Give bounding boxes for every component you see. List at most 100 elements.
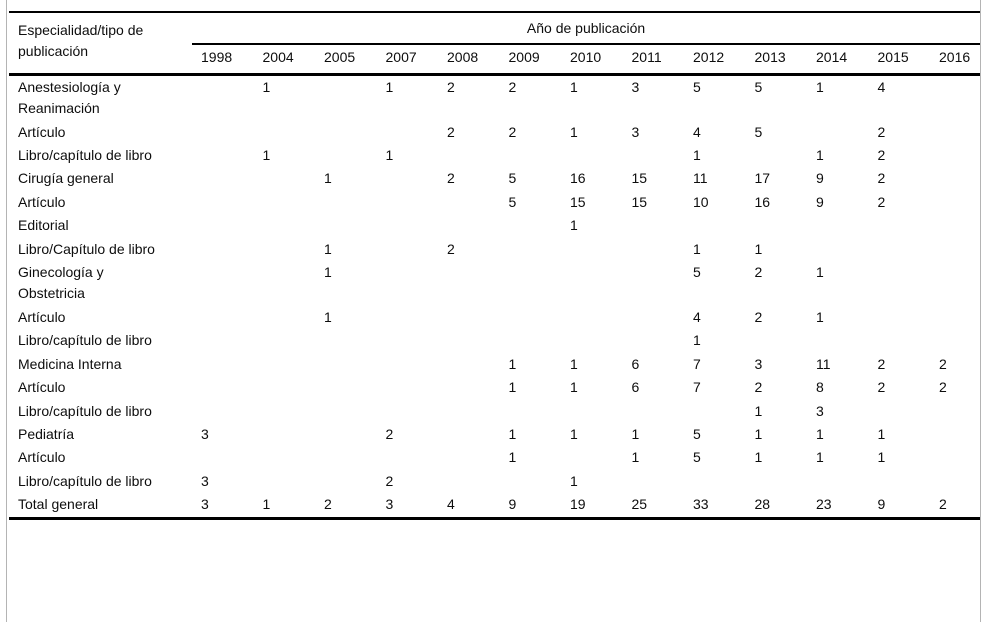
value-cell — [623, 261, 685, 306]
value-cell: 19 — [570, 496, 586, 513]
value-cell: 2 — [877, 379, 886, 396]
value-cell — [192, 238, 254, 261]
value-cell — [684, 214, 746, 237]
value-cell: 1 — [877, 425, 886, 442]
value-cell: 3 — [201, 472, 209, 489]
value-cell — [254, 446, 316, 469]
value-cell — [930, 191, 980, 214]
value-cell: 2 — [447, 240, 455, 257]
value-cell: 1 — [631, 425, 640, 442]
value-cell: 17 — [754, 170, 771, 187]
year-column-header: 2009 — [499, 44, 561, 76]
value-cell — [438, 306, 500, 329]
value-cell — [930, 238, 980, 261]
table-row: Cirugía general 1 2 5 16 15 11 17 9 2 — [9, 167, 980, 190]
value-cell: 2 — [754, 379, 763, 396]
value-cell — [869, 329, 931, 352]
year-column-header: 2016 — [930, 44, 981, 76]
value-cell — [561, 306, 623, 329]
value-cell: 1 — [754, 402, 763, 419]
value-cell — [623, 470, 685, 493]
year-column-header: 2007 — [376, 44, 438, 76]
value-cell — [254, 400, 316, 423]
value-cell — [438, 214, 500, 237]
value-cell — [192, 191, 254, 214]
table-row: Editorial 1 — [9, 214, 980, 237]
value-cell — [377, 214, 439, 237]
value-cell: 1 — [816, 78, 824, 95]
value-cell: 1 — [508, 425, 517, 442]
value-cell — [315, 470, 377, 493]
value-cell — [254, 353, 316, 376]
year-column-header: 2008 — [438, 44, 500, 76]
year-column-header: 2010 — [561, 44, 623, 76]
value-cell: 3 — [754, 355, 763, 372]
value-cell: 2 — [877, 170, 886, 187]
value-cell — [315, 329, 377, 352]
value-cell: 5 — [693, 449, 701, 466]
value-cell — [500, 470, 562, 493]
value-cell: 2 — [754, 264, 763, 281]
row-label-cell: Libro/capítulo de libro — [18, 402, 152, 419]
value-cell — [438, 329, 500, 352]
value-cell — [377, 121, 439, 144]
value-cell: 5 — [754, 123, 763, 140]
value-cell: 2 — [939, 355, 947, 372]
value-cell: 1 — [754, 240, 763, 257]
row-label-cell: Artículo — [18, 379, 66, 396]
value-cell: 28 — [754, 496, 771, 513]
table-row: Libro/Capítulo de libro 1 2 1 1 — [9, 238, 980, 261]
value-cell — [377, 329, 439, 352]
value-cell — [438, 376, 500, 399]
value-cell — [315, 191, 377, 214]
value-cell — [377, 167, 439, 190]
year-column-header: 2011 — [622, 44, 684, 76]
value-cell: 1 — [877, 449, 886, 466]
table-row: Pediatría 3 2 1 1 1 5 1 1 1 — [9, 423, 980, 446]
value-cell — [254, 167, 316, 190]
value-cell — [254, 191, 316, 214]
value-cell: 1 — [508, 449, 517, 466]
value-cell — [438, 261, 500, 306]
table-row: Artículo 2 2 1 3 4 5 2 — [9, 121, 980, 144]
value-cell: 3 — [201, 425, 209, 442]
value-cell: 1 — [816, 425, 824, 442]
value-cell — [869, 261, 931, 306]
value-cell: 8 — [816, 379, 824, 396]
value-cell: 1 — [262, 147, 271, 164]
value-cell — [315, 353, 377, 376]
value-cell — [500, 400, 562, 423]
value-cell: 1 — [324, 240, 332, 257]
value-cell: 2 — [324, 496, 332, 513]
value-cell — [623, 214, 685, 237]
value-cell — [869, 238, 931, 261]
value-cell — [438, 423, 500, 446]
value-cell — [315, 74, 377, 120]
value-cell — [377, 306, 439, 329]
value-cell: 1 — [262, 496, 271, 513]
value-cell — [807, 214, 869, 237]
value-cell: 3 — [631, 78, 640, 95]
value-cell — [930, 121, 980, 144]
value-cell — [930, 74, 980, 120]
value-cell — [438, 144, 500, 167]
value-cell: 5 — [693, 425, 701, 442]
table-row: Libro/capítulo de libro 1 — [9, 329, 980, 352]
value-cell — [377, 238, 439, 261]
value-cell: 11 — [693, 170, 708, 187]
value-cell: 4 — [693, 123, 701, 140]
value-cell — [377, 353, 439, 376]
value-cell — [561, 400, 623, 423]
value-cell: 5 — [754, 78, 763, 95]
table-row: Anestesiología y Reanimación 1 1 2 2 1 3 5 5 1 4 — [9, 74, 980, 120]
value-cell: 1 — [570, 217, 578, 234]
year-column-header: 2005 — [315, 44, 377, 76]
table-row: Artículo 5 15 15 10 16 9 2 — [9, 191, 980, 214]
value-cell — [254, 423, 316, 446]
value-cell: 1 — [385, 78, 394, 95]
value-cell — [930, 214, 980, 237]
value-cell: 1 — [508, 379, 517, 396]
value-cell: 2 — [939, 379, 947, 396]
value-cell: 2 — [877, 355, 886, 372]
value-cell: 1 — [262, 78, 271, 95]
